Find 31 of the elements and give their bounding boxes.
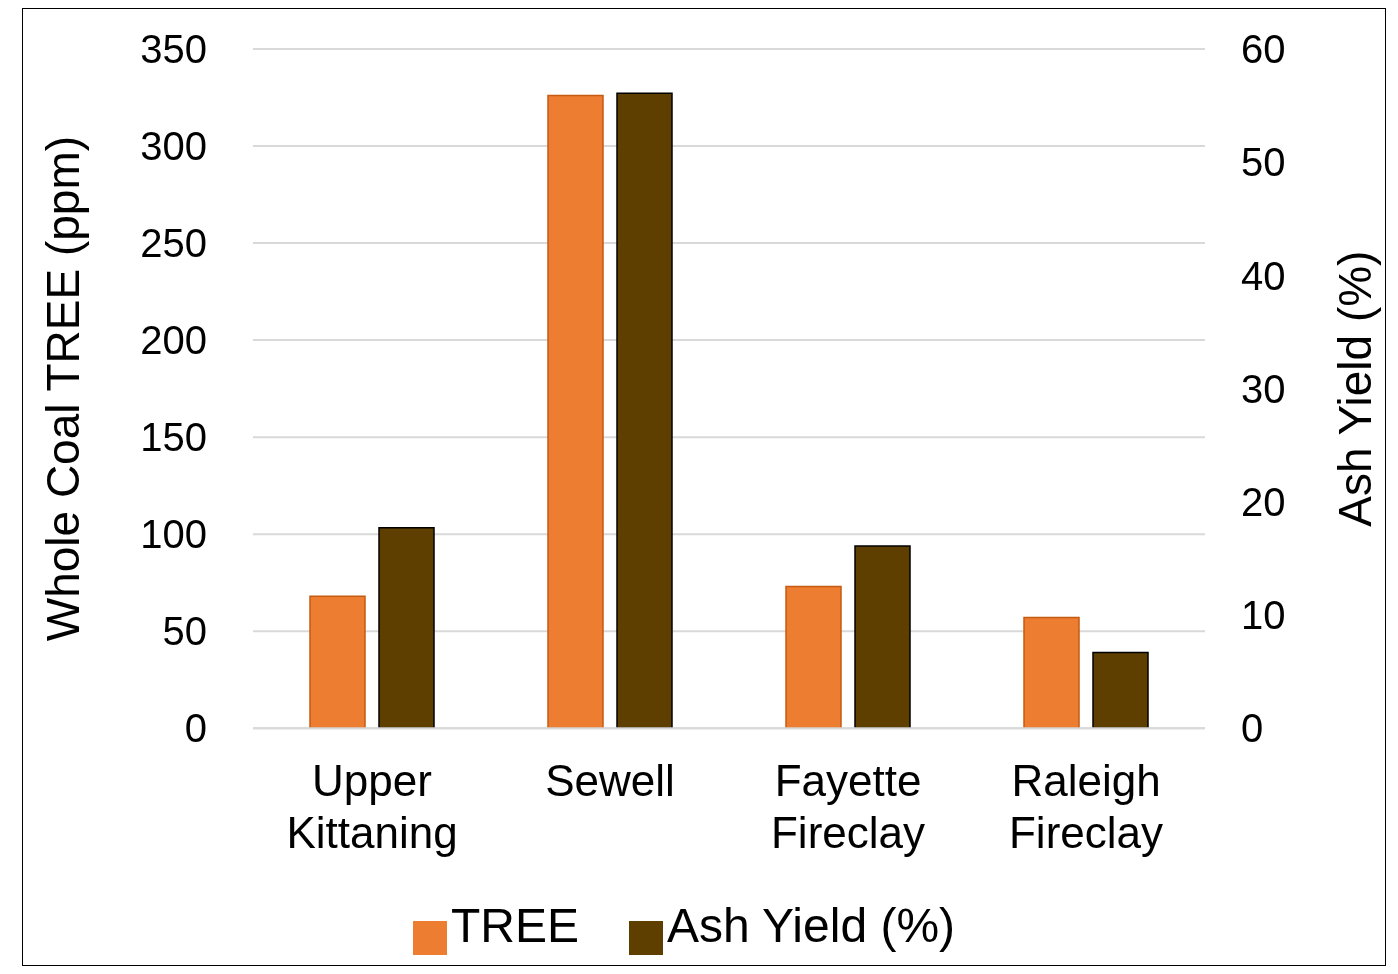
x-tick-label: Raleigh Fireclay bbox=[1008, 756, 1164, 858]
y2-axis-title: Ash Yield (%) bbox=[1329, 250, 1382, 527]
y-tick-label: 100 bbox=[140, 512, 207, 557]
x-tick-label: Fayette Fireclay bbox=[770, 756, 926, 858]
legend-label: TREE bbox=[450, 899, 579, 953]
y2-tick-label: 60 bbox=[1241, 27, 1286, 72]
y2-tick-label: 10 bbox=[1241, 593, 1286, 638]
bar bbox=[1092, 651, 1149, 729]
y2-tick-label: 20 bbox=[1241, 480, 1286, 525]
legend-label: Ash Yield (%) bbox=[666, 899, 956, 953]
bar bbox=[1023, 616, 1080, 729]
y-tick-label: 200 bbox=[140, 318, 207, 363]
y2-tick-label: 30 bbox=[1241, 366, 1286, 411]
bar bbox=[309, 595, 366, 729]
y2-tick-label: 0 bbox=[1241, 706, 1264, 751]
y-tick-label: 300 bbox=[140, 124, 207, 169]
y-tick-label: 50 bbox=[162, 609, 207, 654]
y-tick-label: 350 bbox=[140, 27, 207, 72]
y-axis-title: Whole Coal TREE (ppm) bbox=[37, 135, 90, 642]
bar bbox=[378, 527, 435, 729]
bar bbox=[785, 585, 842, 729]
bar bbox=[616, 92, 673, 729]
bar bbox=[547, 94, 604, 729]
x-tick-label: Upper Kittaning bbox=[286, 756, 458, 858]
y-tick-label: 250 bbox=[140, 221, 207, 266]
y2-tick-label: 40 bbox=[1241, 253, 1286, 298]
y-tick-label: 0 bbox=[184, 706, 207, 751]
y-tick-label: 150 bbox=[140, 415, 207, 460]
x-tick-label: Sewell bbox=[545, 756, 675, 806]
y2-tick-label: 50 bbox=[1241, 140, 1286, 185]
bar bbox=[854, 545, 911, 729]
